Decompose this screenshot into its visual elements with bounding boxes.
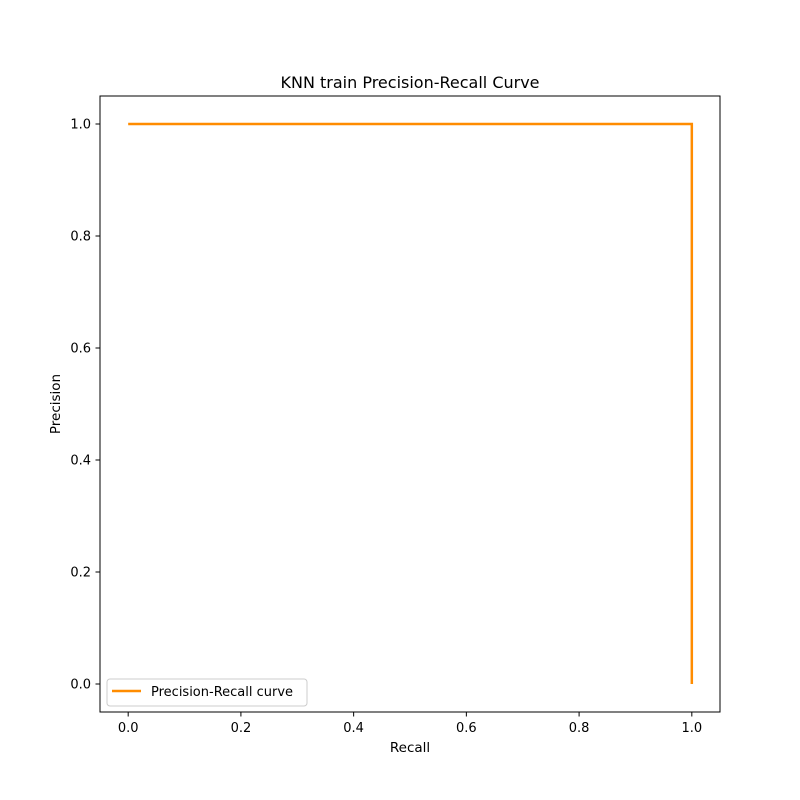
y-tick-label: 0.6 bbox=[70, 342, 91, 357]
x-axis-label: Recall bbox=[390, 740, 430, 756]
series-layer bbox=[128, 122, 694, 684]
legend: Precision-Recall curve bbox=[106, 678, 308, 707]
y-tick-label: 0.2 bbox=[70, 566, 91, 581]
x-axis-ticks: 0.0 0.2 0.4 0.6 0.8 1.0 bbox=[118, 712, 702, 736]
y-tick-label: 0.4 bbox=[70, 454, 91, 469]
x-tick-label: 0.8 bbox=[569, 721, 590, 736]
plot-area bbox=[99, 95, 721, 713]
series-line-0 bbox=[128, 122, 694, 684]
x-tick-label: 0.2 bbox=[231, 721, 252, 736]
x-tick-label: 0.4 bbox=[343, 721, 364, 736]
x-tick-label: 1.0 bbox=[681, 721, 702, 736]
y-tick-label: 0.8 bbox=[70, 230, 91, 245]
y-tick-label: 1.0 bbox=[70, 118, 91, 133]
legend-label: Precision-Recall curve bbox=[151, 685, 293, 700]
x-tick-label: 0.0 bbox=[118, 721, 139, 736]
x-tick-label: 0.6 bbox=[456, 721, 477, 736]
plot-frame bbox=[99, 95, 721, 713]
y-tick-label: 0.0 bbox=[70, 678, 91, 693]
y-axis-ticks: 0.0 0.2 0.4 0.6 0.8 1.0 bbox=[70, 118, 100, 693]
legend-box bbox=[106, 678, 308, 707]
chart-title: KNN train Precision-Recall Curve bbox=[280, 73, 539, 92]
y-axis-label: Precision bbox=[48, 374, 64, 434]
